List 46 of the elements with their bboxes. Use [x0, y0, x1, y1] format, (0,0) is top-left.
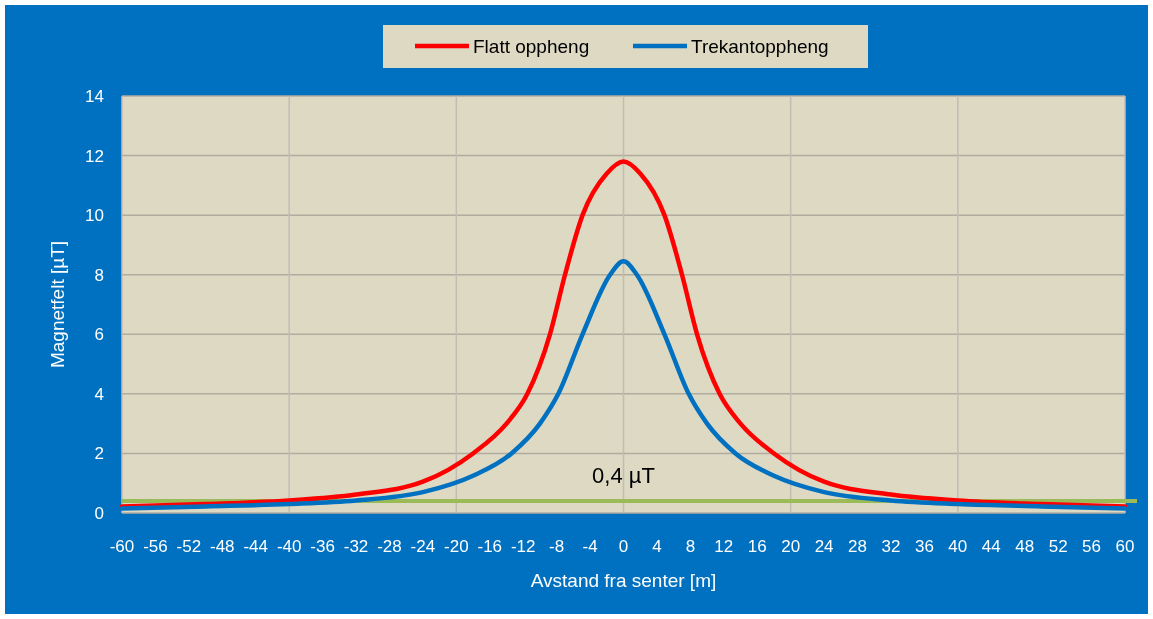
x-tick-label: -24 [410, 537, 436, 556]
legend-label: Trekantoppheng [691, 36, 829, 57]
x-tick-label: -40 [276, 537, 302, 556]
x-tick-label: 32 [881, 537, 901, 556]
x-tick-label: -20 [444, 537, 469, 556]
y-tick-label: 10 [85, 206, 104, 226]
x-tick-label: 0 [618, 537, 629, 556]
x-tick-label: 36 [914, 537, 934, 556]
x-tick-label: -48 [210, 537, 235, 556]
line-series [119, 159, 1128, 509]
x-tick-label: -28 [377, 537, 402, 556]
x-tick-label: -16 [477, 537, 503, 556]
x-tick-label: 12 [714, 537, 734, 556]
x-tick-label: -56 [143, 537, 168, 556]
y-tick-label: 2 [94, 444, 104, 464]
x-tick-label: 24 [814, 537, 834, 556]
x-tick-label: 48 [1015, 537, 1035, 556]
x-tick-label: 16 [747, 537, 767, 556]
x-tick-label: -60 [109, 537, 135, 556]
x-tick-label: -32 [343, 537, 369, 556]
x-tick-label: 8 [685, 537, 696, 556]
x-axis-title: Avstand fra senter [m] [530, 570, 717, 591]
x-tick-label: -44 [243, 537, 269, 556]
x-tick-label: 28 [848, 537, 867, 556]
x-tick-label: 52 [1048, 537, 1068, 556]
legend-label: Flatt oppheng [473, 36, 590, 57]
y-axis-title: Magnetfelt [µT] [47, 240, 68, 369]
x-tick-label: -36 [310, 537, 335, 556]
line-series [119, 259, 1128, 511]
y-tick-label: 12 [85, 146, 104, 166]
y-tick-label: 14 [85, 87, 104, 106]
x-tick-label: -12 [510, 537, 536, 556]
x-tick-label: 20 [781, 537, 801, 556]
y-tick-label: 8 [94, 265, 104, 285]
x-tick-label: 56 [1082, 537, 1102, 556]
x-tick-label: 60 [1115, 537, 1135, 556]
x-tick-label: 44 [981, 537, 1001, 556]
x-tick-label: 40 [948, 537, 968, 556]
y-tick-label: 6 [94, 325, 104, 345]
x-tick-label: -4 [582, 537, 598, 556]
x-tick-label: -52 [176, 537, 202, 556]
x-tick-label: 4 [652, 537, 662, 556]
ref-line-label: 0,4 µT [592, 463, 655, 489]
y-tick-label: 4 [94, 384, 104, 404]
x-tick-label: -8 [549, 537, 565, 556]
y-tick-label: 0 [94, 504, 104, 523]
